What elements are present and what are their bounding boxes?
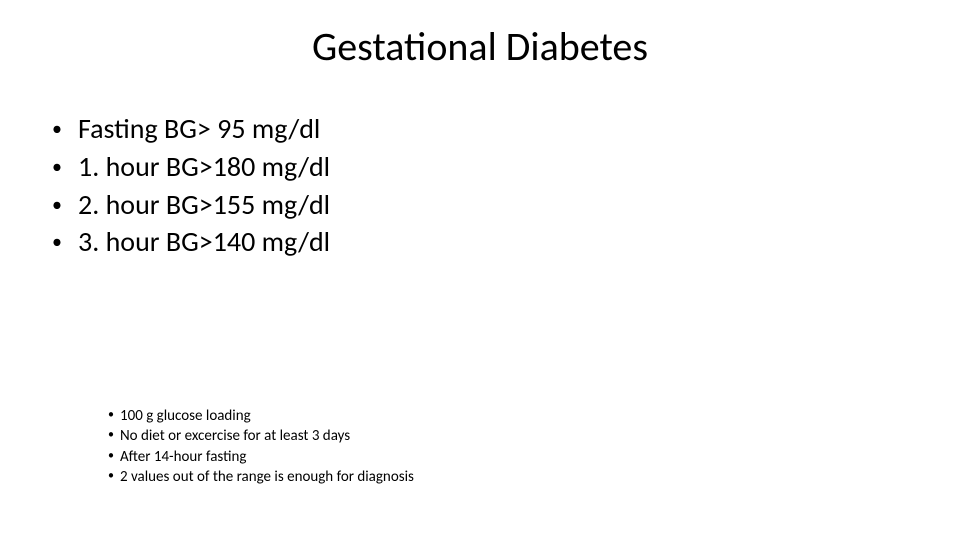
list-item: 100 g glucose loading — [108, 406, 414, 426]
list-item: Fasting BG> 95 mg/dl — [48, 110, 330, 148]
list-item: 3. hour BG>140 mg/dl — [48, 223, 330, 261]
list-item: No diet or excercise for at least 3 days — [108, 426, 414, 446]
slide: Gestational Diabetes Fasting BG> 95 mg/d… — [0, 0, 960, 540]
slide-title: Gestational Diabetes — [0, 22, 960, 71]
main-bullet-list: Fasting BG> 95 mg/dl 1. hour BG>180 mg/d… — [48, 110, 330, 261]
list-item: 2 values out of the range is enough for … — [108, 467, 414, 487]
sub-bullet-list: 100 g glucose loading No diet or excerci… — [108, 406, 414, 487]
list-item: 2. hour BG>155 mg/dl — [48, 186, 330, 224]
list-item: 1. hour BG>180 mg/dl — [48, 148, 330, 186]
list-item: After 14-hour fasting — [108, 447, 414, 467]
